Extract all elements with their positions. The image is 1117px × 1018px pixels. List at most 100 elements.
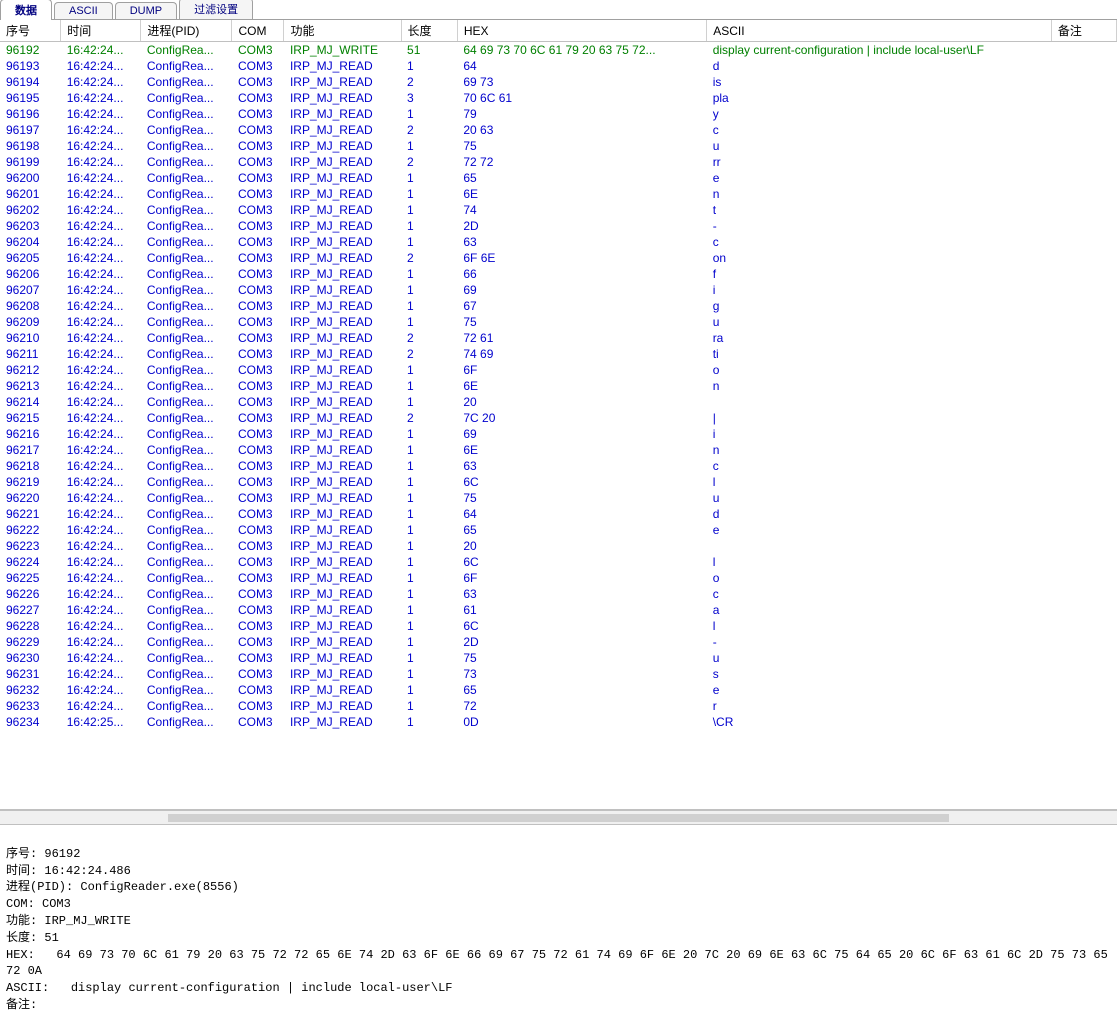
table-row[interactable]: 9619416:42:24...ConfigRea...COM3IRP_MJ_R… <box>0 74 1117 90</box>
table-row[interactable]: 9622316:42:24...ConfigRea...COM3IRP_MJ_R… <box>0 538 1117 554</box>
table-row[interactable]: 9620716:42:24...ConfigRea...COM3IRP_MJ_R… <box>0 282 1117 298</box>
cell-hex: 73 <box>457 666 706 682</box>
cell-com: COM3 <box>232 554 284 570</box>
table-row[interactable]: 9621016:42:24...ConfigRea...COM3IRP_MJ_R… <box>0 330 1117 346</box>
table-row[interactable]: 9621216:42:24...ConfigRea...COM3IRP_MJ_R… <box>0 362 1117 378</box>
table-row[interactable]: 9619816:42:24...ConfigRea...COM3IRP_MJ_R… <box>0 138 1117 154</box>
table-row[interactable]: 9622016:42:24...ConfigRea...COM3IRP_MJ_R… <box>0 490 1117 506</box>
column-header-time[interactable]: 时间 <box>61 20 141 42</box>
cell-note <box>1051 42 1116 59</box>
cell-ascii: u <box>707 314 1052 330</box>
cell-com: COM3 <box>232 298 284 314</box>
cell-note <box>1051 490 1116 506</box>
table-row[interactable]: 9620816:42:24...ConfigRea...COM3IRP_MJ_R… <box>0 298 1117 314</box>
table-row[interactable]: 9619716:42:24...ConfigRea...COM3IRP_MJ_R… <box>0 122 1117 138</box>
cell-hex: 75 <box>457 490 706 506</box>
cell-com: COM3 <box>232 170 284 186</box>
detail-com-value: COM3 <box>42 897 71 911</box>
table-row[interactable]: 9621716:42:24...ConfigRea...COM3IRP_MJ_R… <box>0 442 1117 458</box>
table-row[interactable]: 9622816:42:24...ConfigRea...COM3IRP_MJ_R… <box>0 618 1117 634</box>
column-header-com[interactable]: COM <box>232 20 284 42</box>
horizontal-scrollbar[interactable] <box>0 810 1117 824</box>
cell-time: 16:42:24... <box>61 282 141 298</box>
cell-note <box>1051 650 1116 666</box>
tab-3[interactable]: 过滤设置 <box>179 0 253 19</box>
tab-1[interactable]: ASCII <box>54 2 113 19</box>
table-row[interactable]: 9623016:42:24...ConfigRea...COM3IRP_MJ_R… <box>0 650 1117 666</box>
cell-seq: 96196 <box>0 106 61 122</box>
table-row[interactable]: 9619516:42:24...ConfigRea...COM3IRP_MJ_R… <box>0 90 1117 106</box>
cell-time: 16:42:24... <box>61 330 141 346</box>
table-row[interactable]: 9622616:42:24...ConfigRea...COM3IRP_MJ_R… <box>0 586 1117 602</box>
table-row[interactable]: 9620016:42:24...ConfigRea...COM3IRP_MJ_R… <box>0 170 1117 186</box>
table-row[interactable]: 9621816:42:24...ConfigRea...COM3IRP_MJ_R… <box>0 458 1117 474</box>
table-row[interactable]: 9622516:42:24...ConfigRea...COM3IRP_MJ_R… <box>0 570 1117 586</box>
table-body: 9619216:42:24...ConfigRea...COM3IRP_MJ_W… <box>0 42 1117 731</box>
table-row[interactable]: 9620516:42:24...ConfigRea...COM3IRP_MJ_R… <box>0 250 1117 266</box>
tab-2[interactable]: DUMP <box>115 2 177 19</box>
cell-pid: ConfigRea... <box>141 106 232 122</box>
cell-pid: ConfigRea... <box>141 586 232 602</box>
cell-func: IRP_MJ_READ <box>284 346 401 362</box>
cell-time: 16:42:24... <box>61 602 141 618</box>
table-row[interactable]: 9623116:42:24...ConfigRea...COM3IRP_MJ_R… <box>0 666 1117 682</box>
table-row[interactable]: 9620216:42:24...ConfigRea...COM3IRP_MJ_R… <box>0 202 1117 218</box>
table-row[interactable]: 9621316:42:24...ConfigRea...COM3IRP_MJ_R… <box>0 378 1117 394</box>
cell-hex: 20 <box>457 394 706 410</box>
table-row[interactable]: 9620916:42:24...ConfigRea...COM3IRP_MJ_R… <box>0 314 1117 330</box>
table-row[interactable]: 9619616:42:24...ConfigRea...COM3IRP_MJ_R… <box>0 106 1117 122</box>
table-row[interactable]: 9621916:42:24...ConfigRea...COM3IRP_MJ_R… <box>0 474 1117 490</box>
cell-len: 1 <box>401 554 457 570</box>
cell-ascii: t <box>707 202 1052 218</box>
table-row[interactable]: 9621116:42:24...ConfigRea...COM3IRP_MJ_R… <box>0 346 1117 362</box>
packet-table-container[interactable]: 序号时间进程(PID)COM功能长度HEXASCII备注 9619216:42:… <box>0 20 1117 810</box>
cell-seq: 96225 <box>0 570 61 586</box>
table-row[interactable]: 9619216:42:24...ConfigRea...COM3IRP_MJ_W… <box>0 42 1117 59</box>
table-row[interactable]: 9620316:42:24...ConfigRea...COM3IRP_MJ_R… <box>0 218 1117 234</box>
cell-time: 16:42:24... <box>61 218 141 234</box>
table-row[interactable]: 9623216:42:24...ConfigRea...COM3IRP_MJ_R… <box>0 682 1117 698</box>
column-header-hex[interactable]: HEX <box>457 20 706 42</box>
cell-len: 1 <box>401 586 457 602</box>
table-row[interactable]: 9622216:42:24...ConfigRea...COM3IRP_MJ_R… <box>0 522 1117 538</box>
table-row[interactable]: 9623416:42:25...ConfigRea...COM3IRP_MJ_R… <box>0 714 1117 730</box>
column-header-seq[interactable]: 序号 <box>0 20 61 42</box>
table-row[interactable]: 9620416:42:24...ConfigRea...COM3IRP_MJ_R… <box>0 234 1117 250</box>
cell-time: 16:42:24... <box>61 186 141 202</box>
table-header-row: 序号时间进程(PID)COM功能长度HEXASCII备注 <box>0 20 1117 42</box>
table-row[interactable]: 9621416:42:24...ConfigRea...COM3IRP_MJ_R… <box>0 394 1117 410</box>
cell-hex: 6C <box>457 474 706 490</box>
cell-pid: ConfigRea... <box>141 618 232 634</box>
cell-note <box>1051 618 1116 634</box>
scrollbar-thumb[interactable] <box>168 814 950 822</box>
cell-len: 2 <box>401 410 457 426</box>
cell-seq: 96197 <box>0 122 61 138</box>
column-header-pid[interactable]: 进程(PID) <box>141 20 232 42</box>
table-row[interactable]: 9619316:42:24...ConfigRea...COM3IRP_MJ_R… <box>0 58 1117 74</box>
cell-note <box>1051 346 1116 362</box>
table-row[interactable]: 9623316:42:24...ConfigRea...COM3IRP_MJ_R… <box>0 698 1117 714</box>
cell-func: IRP_MJ_READ <box>284 234 401 250</box>
table-row[interactable]: 9619916:42:24...ConfigRea...COM3IRP_MJ_R… <box>0 154 1117 170</box>
column-header-len[interactable]: 长度 <box>401 20 457 42</box>
table-row[interactable]: 9622416:42:24...ConfigRea...COM3IRP_MJ_R… <box>0 554 1117 570</box>
table-row[interactable]: 9621616:42:24...ConfigRea...COM3IRP_MJ_R… <box>0 426 1117 442</box>
table-row[interactable]: 9620616:42:24...ConfigRea...COM3IRP_MJ_R… <box>0 266 1117 282</box>
cell-pid: ConfigRea... <box>141 58 232 74</box>
tab-0[interactable]: 数据 <box>0 0 52 20</box>
cell-ascii: a <box>707 602 1052 618</box>
table-row[interactable]: 9620116:42:24...ConfigRea...COM3IRP_MJ_R… <box>0 186 1117 202</box>
table-row[interactable]: 9622916:42:24...ConfigRea...COM3IRP_MJ_R… <box>0 634 1117 650</box>
column-header-note[interactable]: 备注 <box>1051 20 1116 42</box>
cell-hex: 66 <box>457 266 706 282</box>
column-header-ascii[interactable]: ASCII <box>707 20 1052 42</box>
cell-ascii: ti <box>707 346 1052 362</box>
table-row[interactable]: 9621516:42:24...ConfigRea...COM3IRP_MJ_R… <box>0 410 1117 426</box>
detail-panel: 序号: 96192 时间: 16:42:24.486 进程(PID): Conf… <box>0 824 1117 1018</box>
table-row[interactable]: 9622716:42:24...ConfigRea...COM3IRP_MJ_R… <box>0 602 1117 618</box>
table-row[interactable]: 9622116:42:24...ConfigRea...COM3IRP_MJ_R… <box>0 506 1117 522</box>
cell-seq: 96205 <box>0 250 61 266</box>
cell-seq: 96218 <box>0 458 61 474</box>
column-header-func[interactable]: 功能 <box>284 20 401 42</box>
cell-len: 1 <box>401 458 457 474</box>
